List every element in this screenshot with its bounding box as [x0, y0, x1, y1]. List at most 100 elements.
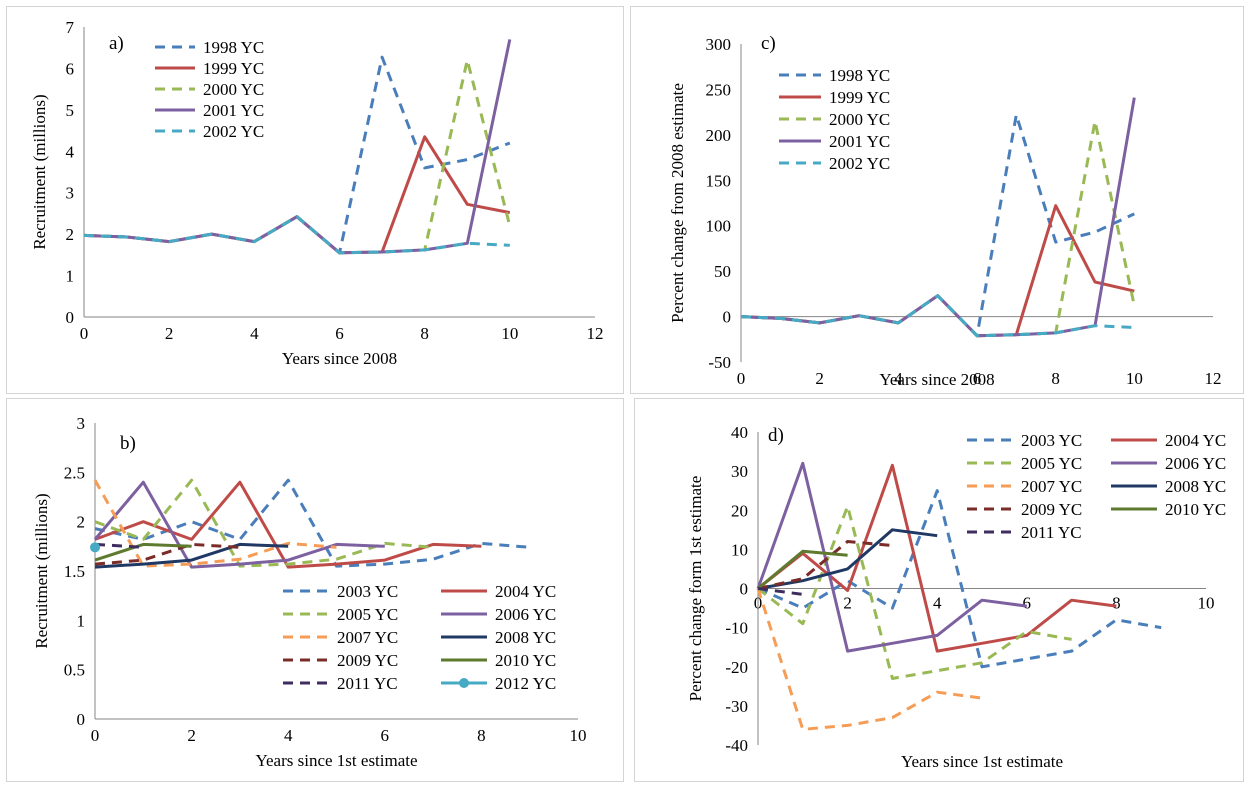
series-line-2010-yc — [94, 542, 192, 562]
legend-label: 2004 YC — [1165, 431, 1226, 450]
panel-label: c) — [761, 33, 776, 54]
x-tick-label: 10 — [501, 324, 518, 343]
x-tick-label: 4 — [894, 369, 903, 388]
x-tick-label: 8 — [420, 324, 429, 343]
y-tick-label: 2.5 — [64, 463, 85, 482]
y-tick-label: -30 — [725, 697, 748, 716]
legend-label: 2009 YC — [1021, 500, 1082, 519]
legend-label: 1999 YC — [829, 88, 890, 107]
y-tick-label: 4 — [66, 142, 75, 161]
x-tick-label: 0 — [737, 369, 746, 388]
panel-label: a) — [109, 33, 124, 54]
legend-label: 2011 YC — [1021, 523, 1082, 542]
x-axis-title: Years since 2008 — [879, 370, 994, 389]
x-tick-label: 12 — [1205, 369, 1222, 388]
series-line-2007-yc — [93, 479, 337, 568]
x-tick-label: 8 — [477, 726, 486, 745]
y-axis-title: Recruitment (millions) — [32, 493, 51, 648]
legend-label: 1998 YC — [203, 38, 264, 57]
legend-label: 2000 YC — [829, 110, 890, 129]
series-line-2008-yc — [757, 528, 938, 590]
x-tick-label: 2 — [165, 324, 174, 343]
x-tick-label: 10 — [1126, 369, 1143, 388]
legend-label: 2008 YC — [1165, 477, 1226, 496]
legend-label: 2000 YC — [203, 80, 264, 99]
y-tick-label: 1 — [77, 611, 86, 630]
y-tick-label: 0 — [740, 580, 749, 599]
series-line-2006-yc — [756, 461, 1027, 653]
legend-label: 2003 YC — [337, 582, 398, 601]
y-tick-label: 2 — [66, 225, 75, 244]
y-tick-label: 1.5 — [64, 562, 85, 581]
y-tick-label: 250 — [706, 80, 732, 99]
chart-c-svg: -50 0 50 100 150 200 250 300 0 2 4 6 8 10 12 Years sinc… — [668, 33, 1222, 389]
legend-label: 2010 YC — [495, 651, 556, 670]
legend-label: 2004 YC — [495, 582, 556, 601]
y-tick-label: 50 — [714, 262, 731, 281]
x-tick-label: 6 — [1023, 594, 1032, 613]
legend-label: 2002 YC — [203, 122, 264, 141]
legend-label: 2006 YC — [495, 605, 556, 624]
series-line-2000-yc — [83, 58, 512, 255]
y-tick-label: 150 — [706, 171, 732, 190]
series-line-2009-yc — [757, 540, 893, 590]
legend-label: 2012 YC — [495, 674, 556, 693]
y-tick-label: -50 — [708, 353, 731, 372]
series-line-2003-yc — [757, 489, 1162, 669]
series-line-2001-yc — [83, 39, 512, 255]
x-tick-label: 12 — [587, 324, 604, 343]
y-tick-label: 20 — [731, 501, 748, 520]
chart-d-svg: -40 -30 -20 -10 0 10 20 30 40 0 2 4 6 8 10 Years since … — [686, 423, 1226, 771]
y-axis-title: Percent change from 2008 estimate — [668, 83, 687, 323]
x-axis-title: Years since 1st estimate — [901, 752, 1063, 771]
series-line-2001-yc — [740, 97, 1136, 338]
series-line-2000-yc — [740, 119, 1136, 338]
legend-label: 2003 YC — [1021, 431, 1082, 450]
x-tick-label: 0 — [91, 726, 100, 745]
legend-label: 2001 YC — [829, 132, 890, 151]
x-tick-label: 10 — [570, 726, 587, 745]
legend-label: 1998 YC — [829, 66, 890, 85]
y-tick-label: 30 — [731, 462, 748, 481]
x-axis-title: Years since 2008 — [282, 349, 397, 368]
y-tick-label: -20 — [725, 658, 748, 677]
series-point-2012-yc — [90, 542, 100, 553]
series-line-2009-yc — [94, 542, 240, 566]
chart-panel-a: 0 1 2 3 4 5 6 7 0 2 4 6 8 10 12 Years since 2008 Recruit… — [6, 6, 624, 394]
y-tick-label: 300 — [706, 35, 732, 54]
y-tick-label: 100 — [706, 217, 732, 236]
legend-label: 2005 YC — [1021, 454, 1082, 473]
chart-panel-b: 0 0.5 1 1.5 2 2.5 3 0 2 4 6 8 10 Years since 1st esti… — [6, 398, 624, 782]
x-tick-label: 4 — [250, 324, 259, 343]
x-tick-label: 10 — [1198, 594, 1215, 613]
legend-label: 2007 YC — [1021, 477, 1082, 496]
y-tick-label: 3 — [66, 184, 75, 203]
legend-label: 2010 YC — [1165, 500, 1226, 519]
y-tick-label: 6 — [66, 59, 75, 78]
x-tick-label: 8 — [1112, 594, 1121, 613]
legend-label: 2002 YC — [829, 154, 890, 173]
y-tick-label: 0 — [66, 308, 75, 327]
x-tick-label: 0 — [754, 594, 763, 613]
y-tick-label: -40 — [725, 736, 748, 755]
chart-panel-d: -40 -30 -20 -10 0 10 20 30 40 0 2 4 6 8 10 Years since … — [634, 398, 1244, 782]
series-line-2011-yc — [94, 542, 144, 549]
series-line-2004-yc — [94, 480, 482, 569]
x-axis-title: Years since 1st estimate — [255, 751, 417, 770]
series-line-2005-yc — [757, 504, 1072, 680]
series-line-2002-yc — [83, 215, 510, 255]
x-tick-label: 2 — [187, 726, 196, 745]
y-tick-label: 2 — [77, 513, 86, 532]
y-tick-label: 10 — [731, 540, 748, 559]
y-tick-label: -10 — [725, 619, 748, 638]
legend-label: 2007 YC — [337, 628, 398, 647]
series-line-2006-yc — [93, 480, 385, 569]
y-tick-label: 5 — [66, 101, 75, 120]
y-tick-label: 200 — [706, 126, 732, 145]
series-line-2011-yc — [757, 587, 803, 596]
x-tick-label: 6 — [335, 324, 344, 343]
legend-label: 2001 YC — [203, 101, 264, 120]
series-line-2002-yc — [740, 294, 1135, 338]
x-tick-label: 2 — [815, 369, 824, 388]
